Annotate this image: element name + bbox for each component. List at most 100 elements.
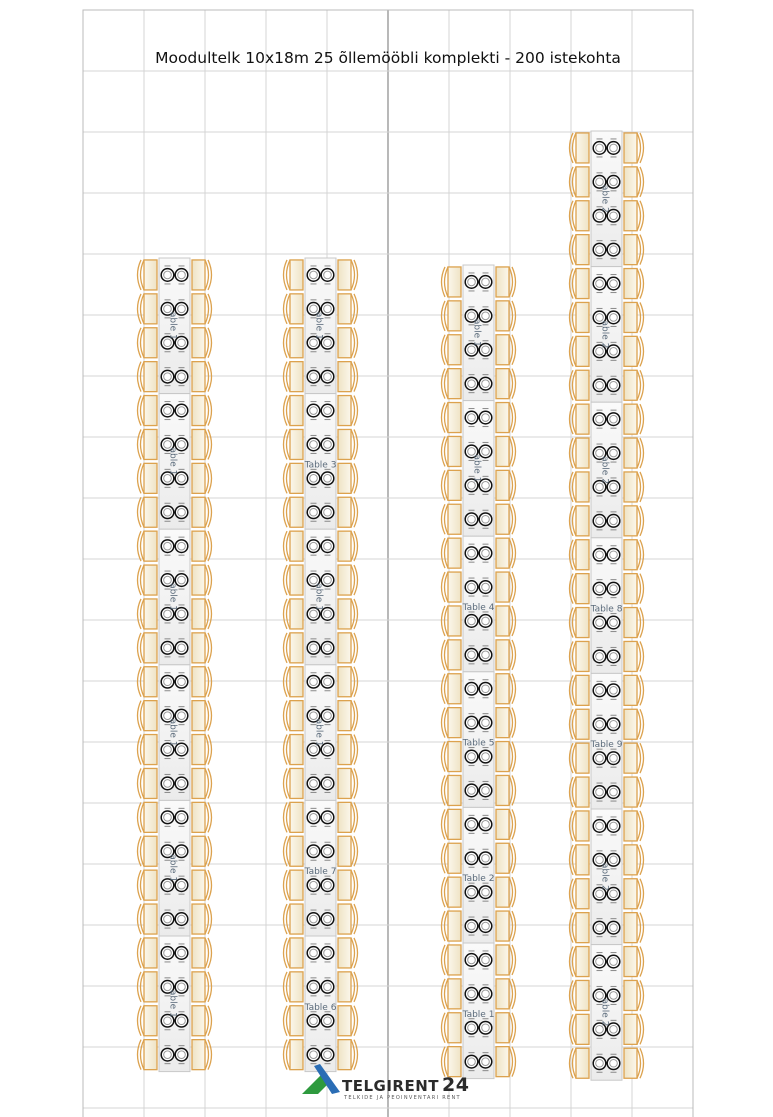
chair-back — [639, 708, 645, 740]
plate-icon — [467, 786, 476, 795]
plate-icon — [323, 982, 332, 992]
chair-back — [639, 641, 645, 672]
plate-icon — [309, 575, 318, 585]
chair — [337, 428, 352, 461]
chair — [623, 301, 638, 334]
chair-back — [511, 775, 517, 806]
chair-back — [639, 776, 645, 808]
plate-icon — [323, 507, 332, 517]
chair-back — [636, 268, 642, 299]
chair-back — [508, 436, 514, 467]
plate-icon — [609, 347, 618, 356]
chair — [495, 1012, 510, 1044]
plate-icon — [467, 752, 476, 761]
plate-icon — [467, 921, 476, 931]
table-label: able 1 — [314, 719, 324, 747]
chair-back — [204, 1039, 210, 1070]
plate-icon — [595, 957, 604, 966]
chair-back — [440, 944, 446, 976]
chair — [447, 1012, 462, 1044]
chair-back — [636, 776, 642, 808]
table-column: able 1 Table 3 able 1 able 1 Table 7 Table 6 — [282, 257, 359, 1073]
chair-back — [207, 327, 213, 359]
chair — [337, 971, 352, 1003]
chair-back — [440, 978, 446, 1010]
chair — [143, 767, 158, 800]
chair-back — [136, 971, 142, 1003]
chair — [495, 300, 510, 332]
plate-icon — [177, 813, 186, 822]
chair-back — [350, 869, 356, 901]
plate-icon — [481, 514, 490, 524]
beer-table-set: Table 4 — [440, 535, 517, 673]
plate-icon — [163, 541, 172, 551]
chair-back — [136, 395, 142, 426]
chair-back — [282, 768, 288, 799]
chair-back — [350, 903, 356, 935]
chair — [575, 708, 590, 740]
plate-icon — [323, 1016, 332, 1026]
chair-back — [636, 539, 642, 571]
plate-icon — [177, 948, 186, 958]
plan-title: Moodultelk 10x18m 25 õllemööbli komplekt… — [155, 49, 621, 67]
plate-icon — [595, 821, 604, 831]
table-label: able 1 — [472, 319, 482, 347]
plate-icon — [481, 481, 490, 490]
beer-table-set: able 2 — [568, 944, 645, 1081]
chair-back — [571, 607, 577, 638]
plate-icon — [323, 779, 332, 788]
chair — [337, 564, 352, 596]
chair-back — [636, 708, 642, 740]
chair — [575, 573, 590, 605]
chair-back — [568, 844, 574, 876]
chair-back — [285, 768, 291, 799]
chair-back — [639, 336, 645, 367]
chair-back — [443, 368, 449, 399]
chair — [623, 742, 638, 774]
chair-back — [511, 741, 517, 772]
chair — [623, 200, 638, 232]
chair-back — [568, 946, 574, 977]
chair-back — [639, 810, 645, 842]
chair — [447, 367, 462, 400]
plate-icon — [481, 548, 490, 558]
chair-back — [353, 361, 359, 392]
plate-icon — [595, 923, 604, 932]
chair-back — [571, 641, 577, 672]
plate-icon — [609, 618, 618, 627]
chair-back — [350, 734, 356, 765]
chair — [495, 876, 510, 908]
chair-back — [350, 463, 356, 494]
chair — [575, 945, 590, 978]
chair-back — [207, 293, 213, 325]
chair-back — [139, 666, 145, 698]
chair-back — [136, 327, 142, 359]
chair — [623, 708, 638, 740]
chair — [447, 435, 462, 468]
chair-back — [639, 607, 645, 638]
chair — [143, 496, 158, 528]
chair — [575, 471, 590, 503]
plate-icon — [609, 245, 618, 254]
chair-back — [443, 1012, 449, 1044]
table-label: Table 7 — [304, 867, 337, 877]
plate-icon — [595, 855, 604, 865]
plate-icon — [609, 957, 618, 966]
chair-back — [204, 293, 210, 325]
chair-back — [139, 463, 145, 494]
plate-icon — [309, 643, 318, 653]
chair-back — [139, 869, 145, 901]
chair-back — [636, 166, 642, 198]
chair-back — [639, 166, 645, 198]
plate-icon — [481, 955, 490, 965]
chair-back — [571, 980, 577, 1011]
chair — [191, 327, 206, 359]
plate-icon — [323, 948, 332, 958]
chair — [447, 571, 462, 603]
chair-back — [350, 1005, 356, 1037]
chair-back — [285, 530, 291, 562]
chair-back — [440, 605, 446, 637]
plate-icon — [481, 1023, 490, 1033]
chair — [143, 632, 158, 664]
chair — [495, 1046, 510, 1078]
